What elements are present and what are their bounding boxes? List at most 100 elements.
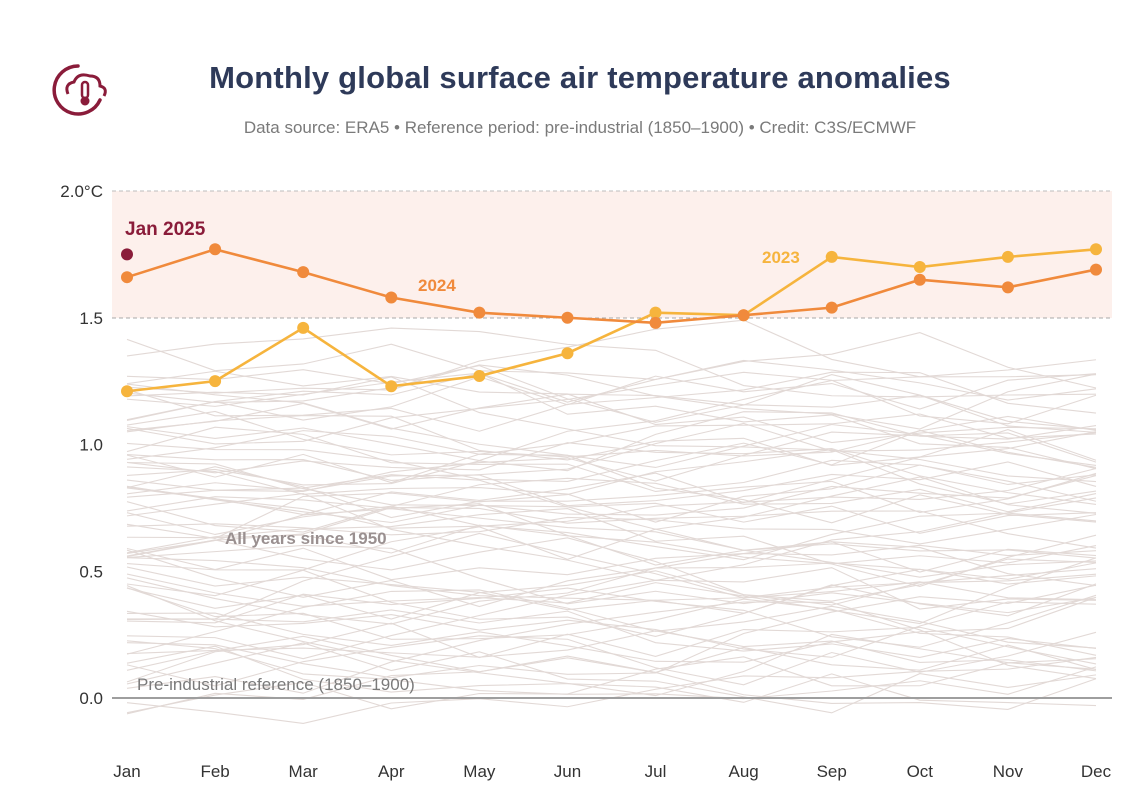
background-year-line [126,461,1097,507]
data-point-2023 [121,385,133,398]
data-point-2024 [737,309,750,322]
x-tick-label: Jan [113,762,140,781]
data-point-2023 [473,370,486,383]
y-tick-label: 2.0°C [60,182,103,201]
data-point-2024 [473,306,486,319]
background-year-line [126,376,1097,483]
background-year-line [126,331,1097,389]
data-point-2024 [561,311,574,324]
background-year-line [126,584,1097,679]
background-year-line [126,493,1097,581]
series-line-2024 [126,247,1097,325]
data-point-2023 [561,347,574,360]
data-point-2023 [209,375,222,388]
background-year-line [126,413,1097,484]
data-point-2023 [649,306,662,319]
background-year-line [126,541,1097,581]
y-tick-label: 1.0 [79,436,103,455]
background-year-line [126,630,1097,672]
x-tick-label: Oct [907,762,934,781]
data-point-2023 [1001,250,1014,263]
data-point-2023 [297,321,310,334]
background-year-line [126,371,1097,445]
data-point-2024 [825,301,838,314]
background-year-line [126,549,1097,608]
jan-2025-label: Jan 2025 [125,219,206,240]
data-point-2023 [385,380,398,393]
data-point-jan-2025 [121,248,133,261]
background-year-line [126,532,1097,620]
background-year-line [126,442,1097,505]
background-years-lines [126,319,1097,724]
background-year-line [126,544,1097,614]
series-label-2024: 2024 [418,276,456,295]
background-year-line [126,645,1097,707]
data-point-2023 [1090,243,1102,256]
background-year-line [126,422,1097,481]
data-point-2024 [297,266,310,279]
data-point-2024 [1090,263,1102,276]
y-tick-label: 0.0 [79,689,103,708]
background-year-line [126,474,1097,534]
series-group [121,243,1102,398]
background-year-line [126,569,1097,637]
background-year-line [126,567,1097,660]
background-year-line [126,640,1097,700]
series-label-2023: 2023 [762,248,800,267]
background-year-line [126,431,1097,493]
background-year-line [126,327,1097,398]
background-years-label: All years since 1950 [225,529,387,548]
background-year-line [126,431,1097,516]
data-point-2024 [209,243,222,256]
data-point-2024 [385,291,398,304]
data-point-2023 [825,250,838,263]
background-year-line [126,319,1097,394]
background-year-line [126,496,1097,566]
background-year-line [126,449,1097,540]
series-2024 [121,243,1102,329]
background-year-line [126,365,1097,430]
background-year-line [126,359,1097,462]
chart-title: Monthly global surface air temperature a… [209,60,951,95]
series-line-2023 [126,248,1097,393]
background-year-line [126,596,1097,663]
x-tick-label: May [463,762,496,781]
background-year-line [126,393,1097,433]
background-year-line [126,656,1097,714]
background-year-line [126,622,1097,683]
x-tick-label: Feb [200,762,229,781]
background-year-line [126,526,1097,587]
y-tick-label: 1.5 [79,309,103,328]
above-1.5-band [112,191,1112,318]
x-tick-label: Nov [993,762,1024,781]
x-tick-label: Apr [378,762,405,781]
x-tick-label: Jun [554,762,581,781]
x-tick-label: Sep [817,762,847,781]
background-year-line [126,513,1097,545]
background-year-line [126,373,1097,422]
background-year-line [126,589,1097,655]
x-tick-label: Jul [645,762,667,781]
data-point-2023 [913,261,926,274]
y-tick-label: 0.5 [79,562,103,581]
background-year-line [126,585,1097,697]
background-year-line [126,544,1097,625]
cloud-thermometer-icon [52,64,107,116]
background-year-line [126,566,1097,614]
background-year-line [126,429,1097,483]
background-year-line [126,426,1097,502]
background-year-line [126,558,1097,620]
data-point-2024 [913,273,926,286]
x-axis-ticks: Jan Feb Mar Apr May Jun Jul Aug Sep Oct Nov Dec [113,762,1111,781]
background-year-line [126,557,1097,625]
reference-label: Pre-industrial reference (1850–1900) [137,675,415,694]
background-year-line [126,410,1097,458]
data-point-2024 [1001,281,1014,294]
background-year-line [126,475,1097,524]
chart-subtitle: Data source: ERA5 • Reference period: pr… [243,118,917,137]
background-year-line [126,642,1097,714]
x-tick-label: Aug [729,762,759,781]
x-tick-label: Mar [289,762,319,781]
background-year-line [126,411,1097,486]
data-point-2024 [121,271,133,284]
